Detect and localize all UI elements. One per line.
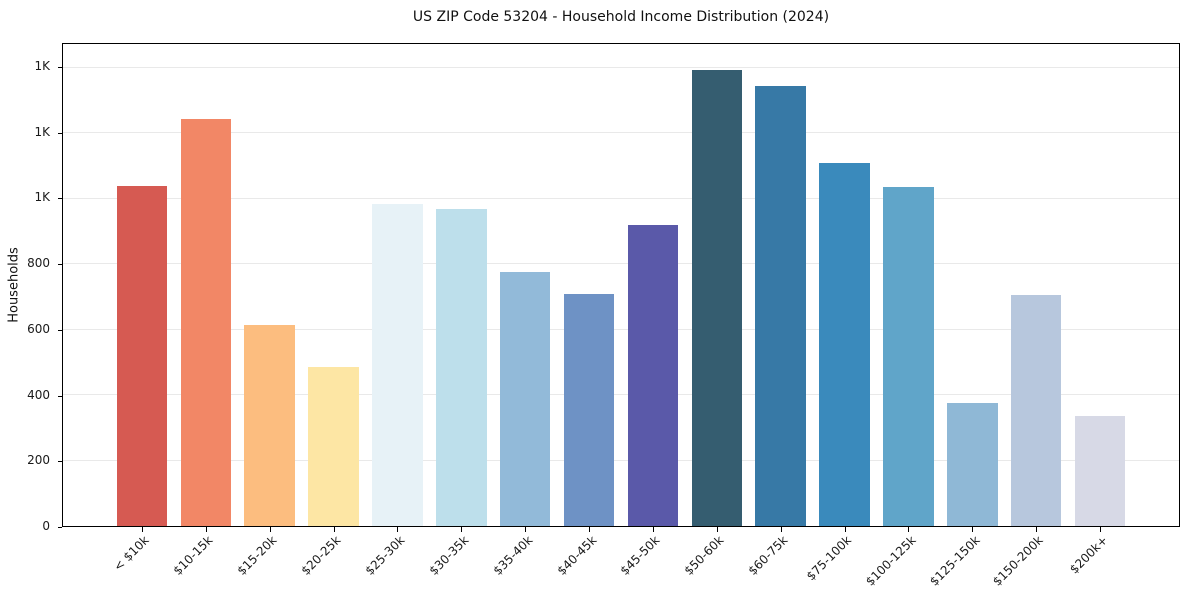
x-tick-mark <box>780 527 782 532</box>
y-tick-label: 800 <box>27 256 50 271</box>
bar-cell: $150-200k <box>990 44 1068 589</box>
y-tick-label: 400 <box>27 387 50 402</box>
bar-$45-50k <box>627 224 679 526</box>
bar-cell: < $10k <box>110 44 174 574</box>
x-tick-mark <box>1036 527 1038 532</box>
x-tick-label: $30-35k <box>426 533 472 578</box>
gridline <box>63 263 1179 265</box>
y-tick-mark <box>58 527 62 528</box>
bar-cell: $30-35k <box>426 44 493 578</box>
y-tick-mark <box>58 66 62 68</box>
bar-cell: $60-75k <box>746 44 813 578</box>
bar-cell: $35-40k <box>490 44 557 578</box>
bar-cell: $45-50k <box>618 44 685 578</box>
bar-$150-200k <box>1010 295 1062 526</box>
y-tick-label: 0 <box>42 519 50 533</box>
bar-$25-30k <box>372 203 423 526</box>
x-tick-label: $10-15k <box>170 533 216 578</box>
gridline <box>63 394 1179 396</box>
x-tick-mark <box>1100 527 1102 532</box>
x-tick-label: $15-20k <box>234 533 280 578</box>
bar-$60-75k <box>755 85 806 526</box>
x-tick-mark <box>589 527 591 532</box>
y-tick-label: 200 <box>27 453 50 468</box>
bar-$10-15k <box>180 118 232 526</box>
bar-cell: $20-25k <box>299 44 366 578</box>
bar-cell: $25-30k <box>362 44 430 578</box>
gridline <box>63 197 1179 199</box>
y-tick-mark <box>58 264 62 266</box>
y-tick-mark <box>58 132 62 134</box>
gridline <box>63 132 1179 134</box>
x-tick-mark <box>333 527 335 532</box>
y-tick-label: 1K <box>34 124 50 139</box>
x-tick-label: $25-30k <box>362 533 408 578</box>
x-tick-mark <box>461 527 463 532</box>
x-tick-label: $20-25k <box>298 533 344 578</box>
chart-title: US ZIP Code 53204 - Household Income Dis… <box>412 9 830 25</box>
bar-cell: $10-15k <box>171 44 238 578</box>
x-tick-label: $75-100k <box>804 533 855 584</box>
plot-area: < $10k $10-15k $15-20k $20-25k $25-30k $30-35… <box>62 43 1180 589</box>
bar-cell: $100-125k <box>863 44 941 589</box>
gridline <box>63 328 1179 330</box>
x-tick-mark <box>908 527 910 532</box>
x-tick-mark <box>141 527 143 532</box>
bar-$125-150k <box>947 403 998 526</box>
x-tick-mark <box>205 527 207 532</box>
bar-cell: $40-45k <box>554 44 621 578</box>
bar-cell: $200k+ <box>1066 44 1132 577</box>
bar-$15-20k <box>244 324 295 526</box>
bar-cell: $75-100k <box>804 44 877 583</box>
y-tick-mark <box>58 198 62 200</box>
bar-$20-25k <box>308 367 359 526</box>
x-tick-label: $125-150k <box>926 533 983 589</box>
x-tick-mark <box>269 527 271 532</box>
bar-$200k+ <box>1074 416 1126 526</box>
bar-$75-100k <box>819 162 870 526</box>
x-tick-mark <box>652 527 654 532</box>
x-tick-label: $45-50k <box>617 533 663 578</box>
x-tick-mark <box>525 527 527 532</box>
x-tick-label: < $10k <box>111 533 152 574</box>
x-tick-mark <box>397 527 399 532</box>
y-tick-label: 1K <box>34 190 50 205</box>
y-tick-label: 600 <box>27 321 50 336</box>
x-tick-label: $150-200k <box>990 533 1047 589</box>
gridline <box>63 66 1179 68</box>
x-tick-label: $50-60k <box>681 533 727 578</box>
x-tick-label: $60-75k <box>745 533 791 578</box>
y-tick-mark <box>58 329 62 331</box>
bars-row: < $10k $10-15k $15-20k $20-25k $25-30k $30-35… <box>63 44 1179 589</box>
bar-$35-40k <box>499 272 551 526</box>
bar-cell: $15-20k <box>235 44 302 578</box>
bar-< $10k <box>116 185 168 526</box>
y-tick-mark <box>58 461 62 463</box>
x-tick-label: $200k+ <box>1066 533 1110 577</box>
bar-$50-60k <box>691 69 743 526</box>
x-tick-label: $35-40k <box>490 533 536 578</box>
x-tick-label: $100-125k <box>862 533 919 589</box>
bar-$40-45k <box>563 293 615 526</box>
x-tick-label: $40-45k <box>554 533 599 578</box>
y-tick-label: 1K <box>34 58 50 73</box>
bar-cell: $50-60k <box>682 44 749 578</box>
x-tick-mark <box>716 527 718 532</box>
y-tick-mark <box>58 395 62 397</box>
bar-$100-125k <box>883 187 934 526</box>
bar-$30-35k <box>436 208 487 526</box>
gridline <box>63 459 1179 461</box>
bar-cell: $125-150k <box>927 44 1004 589</box>
x-tick-mark <box>844 527 846 532</box>
x-tick-mark <box>972 527 974 532</box>
